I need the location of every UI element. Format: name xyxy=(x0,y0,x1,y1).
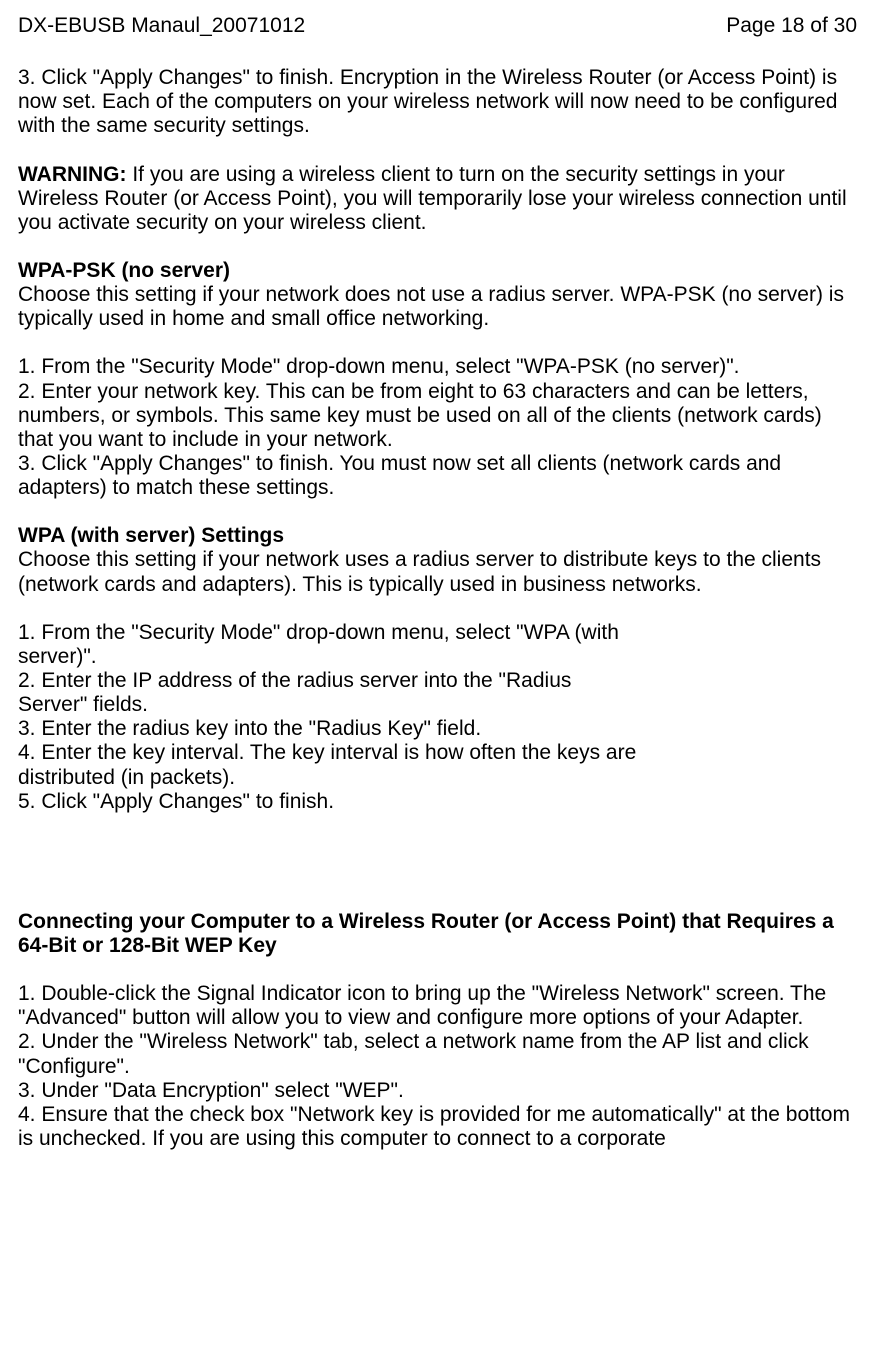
paragraph-apply-changes: 3. Click "Apply Changes" to finish. Encr… xyxy=(18,66,857,138)
wpa-psk-heading: WPA-PSK (no server) xyxy=(18,259,857,283)
step-text: 4. Enter the key interval. The key inter… xyxy=(18,741,857,765)
step-text: 2. Enter the IP address of the radius se… xyxy=(18,669,857,693)
wpa-server-heading: WPA (with server) Settings xyxy=(18,524,857,548)
step-text: distributed (in packets). xyxy=(18,766,857,790)
connecting-steps: 1. Double-click the Signal Indicator ico… xyxy=(18,982,857,1151)
page-header: DX-EBUSB Manaul_20071012 Page 18 of 30 xyxy=(18,14,857,38)
connecting-section: Connecting your Computer to a Wireless R… xyxy=(18,910,857,958)
wpa-server-steps: 1. From the "Security Mode" drop-down me… xyxy=(18,621,857,814)
step-text: 1. From the "Security Mode" drop-down me… xyxy=(18,355,857,379)
body-text: WARNING: If you are using a wireless cli… xyxy=(18,163,857,235)
step-text: 3. Click "Apply Changes" to finish. You … xyxy=(18,452,857,500)
step-text: 5. Click "Apply Changes" to finish. xyxy=(18,790,857,814)
body-text: Choose this setting if your network does… xyxy=(18,283,857,331)
step-text: 4. Ensure that the check box "Network ke… xyxy=(18,1103,857,1151)
header-left: DX-EBUSB Manaul_20071012 xyxy=(18,14,305,38)
warning-label: WARNING: xyxy=(18,163,127,186)
warning-text: If you are using a wireless client to tu… xyxy=(18,163,847,234)
body-text: Choose this setting if your network uses… xyxy=(18,548,857,596)
step-text: server)". xyxy=(18,645,857,669)
header-right: Page 18 of 30 xyxy=(726,14,857,38)
step-text: 3. Under "Data Encryption" select "WEP". xyxy=(18,1079,857,1103)
step-text: 2. Under the "Wireless Network" tab, sel… xyxy=(18,1030,857,1078)
wpa-psk-section: WPA-PSK (no server) Choose this setting … xyxy=(18,259,857,331)
step-text: 3. Enter the radius key into the "Radius… xyxy=(18,717,857,741)
connecting-heading: Connecting your Computer to a Wireless R… xyxy=(18,910,857,958)
wpa-psk-steps: 1. From the "Security Mode" drop-down me… xyxy=(18,355,857,500)
warning-paragraph: WARNING: If you are using a wireless cli… xyxy=(18,163,857,235)
body-text: 3. Click "Apply Changes" to finish. Encr… xyxy=(18,66,857,138)
step-text: Server" fields. xyxy=(18,693,857,717)
step-text: 1. Double-click the Signal Indicator ico… xyxy=(18,982,857,1030)
step-text: 1. From the "Security Mode" drop-down me… xyxy=(18,621,857,645)
step-text: 2. Enter your network key. This can be f… xyxy=(18,380,857,452)
wpa-server-section: WPA (with server) Settings Choose this s… xyxy=(18,524,857,596)
